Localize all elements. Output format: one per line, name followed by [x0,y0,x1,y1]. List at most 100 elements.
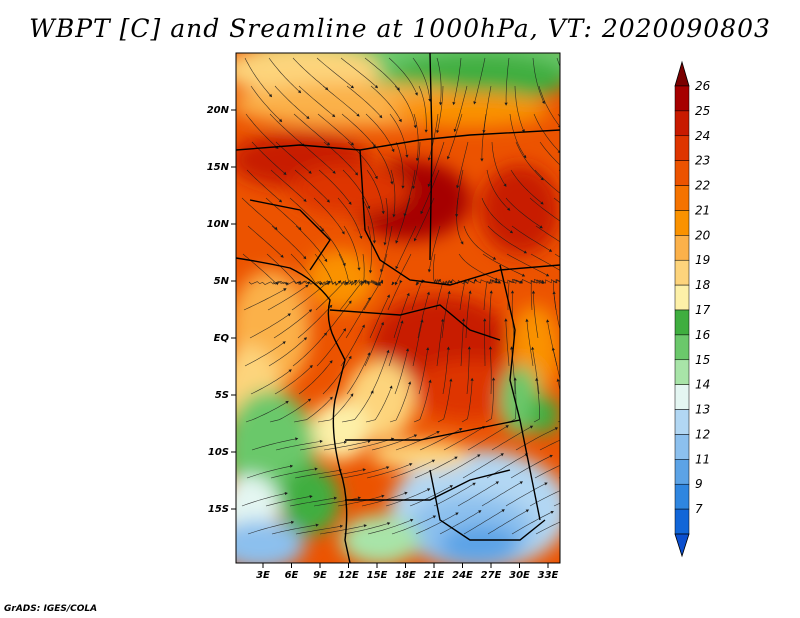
streamline-arrow [399,280,403,284]
streamline-arrow [331,114,336,118]
streamline [465,293,471,339]
streamline-arrow [392,214,396,218]
streamline [248,280,287,285]
streamline-arrow [431,459,436,463]
streamline-arrow [416,281,420,286]
streamline-arrow [529,425,534,429]
streamline-arrow [576,514,579,517]
streamline [319,525,365,535]
streamline [316,57,352,87]
streamline-arrow [343,328,346,332]
streamline-arrow [428,379,432,383]
colorbar-bottom-arrow [674,533,690,558]
streamline [534,465,560,479]
streamline-arrow [333,496,338,500]
streamline-arrow [309,495,313,499]
streamline-arrow [467,346,471,350]
streamline [243,289,285,311]
streamline-arrow [348,355,352,360]
streamline [505,57,510,103]
streamline-arrow [477,454,481,458]
colorbar-swatch [674,483,690,510]
streamline [505,483,546,507]
streamline [463,510,503,535]
streamline-arrow [513,377,517,381]
streamline [251,438,296,451]
streamline-arrow [510,290,514,294]
streamline [341,113,375,146]
streamline [369,296,389,339]
streamline-arrow [541,100,545,105]
streamline-arrow [427,269,431,273]
streamline-arrow [391,148,395,153]
streamline [564,435,606,450]
streamline-arrow [474,278,478,282]
streamline-arrow [439,102,443,106]
streamline [294,470,340,479]
streamline-arrow [570,485,573,488]
colorbar-swatch [674,309,690,336]
colorbar-label: 16 [695,328,711,342]
streamline-arrow [381,494,385,498]
streamline-arrow [447,290,451,295]
streamline [340,57,376,87]
streamline [459,279,475,311]
streamline-arrow [357,267,361,271]
streamline-arrow [377,282,381,287]
streamline-arrow [426,347,430,351]
streamline [347,141,377,177]
streamline-arrow [367,205,371,210]
streamline [460,321,464,367]
streamline-arrow [449,280,453,284]
streamline [273,310,311,339]
colorbar-swatch [674,434,690,460]
streamline-arrow [420,210,424,215]
streamline-arrow [329,396,333,400]
streamline [390,460,433,479]
streamline-arrow [446,346,450,350]
streamline [384,197,388,243]
streamline [343,523,388,535]
streamline-arrow [298,226,302,231]
streamline-arrow [427,157,431,161]
streamline [441,293,450,339]
streamline-arrow [483,318,487,322]
lat-tick-label: 10N [207,219,230,230]
streamline [388,57,417,94]
streamline-arrow [591,278,594,281]
colorbar-label: 13 [695,403,710,417]
longitude-axis: 3E 6E 9E 12E 15E 18E 21E 24E 27E 30E 33E [256,563,559,581]
streamline-arrow [329,360,333,364]
streamline [533,293,539,339]
streamline-arrow [389,385,393,389]
streamline [313,197,344,233]
streamline-arrow [583,280,586,283]
streamline-arrow [354,280,358,284]
streamline [299,141,334,172]
streamline-arrow [549,454,553,458]
streamline-arrow [554,427,559,431]
streamline [346,354,370,395]
streamline [337,197,362,237]
streamline [526,321,534,367]
streamline [346,85,381,117]
streamline-arrow [531,290,536,294]
streamline [323,441,369,451]
latitude-axis: 20N 15N 10N 5N EQ 5S 10S 15S [207,105,236,515]
streamline [250,370,290,395]
streamline-arrow [494,277,499,281]
streamline [370,85,401,120]
streamline-arrow [557,150,560,154]
streamline [559,226,560,227]
streamline [294,169,329,201]
streamline [298,85,334,116]
streamline-arrow [492,256,497,260]
streamline-arrow [561,278,564,281]
colorbar-swatch [674,185,690,211]
streamline-arrow [278,199,283,203]
streamline [413,382,431,423]
streamline-arrow [437,278,441,283]
streamline-arrow [406,292,410,297]
streamline [554,253,560,258]
grads-credit: GrADS: IGES/COLA [4,604,98,614]
